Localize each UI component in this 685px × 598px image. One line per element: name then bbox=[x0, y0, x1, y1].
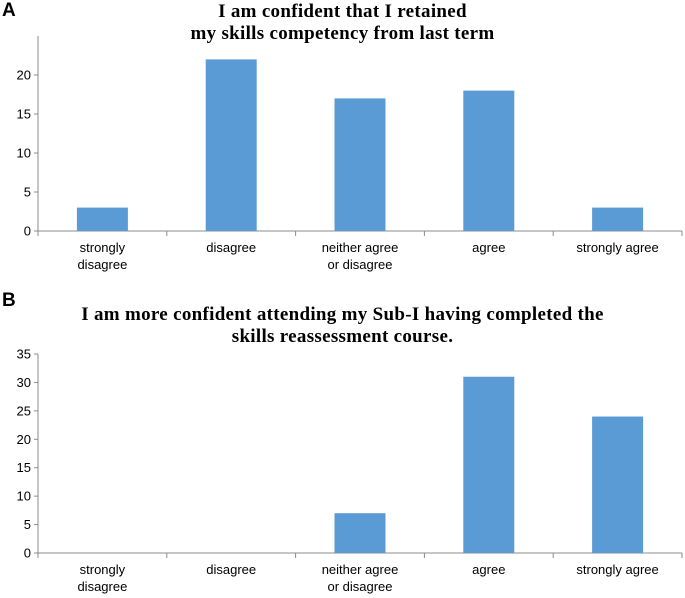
y-tick-label: 0 bbox=[24, 546, 31, 561]
bar-chart-b: 0 5 10 15 20 25 30 35 strongly disagree disagree ne… bbox=[17, 347, 683, 594]
y-tick-label: 5 bbox=[24, 185, 31, 200]
x-category-label: strongly bbox=[80, 240, 126, 255]
chart-panel-a: A I am confident that I retained my skil… bbox=[0, 0, 685, 290]
y-tick-label: 30 bbox=[17, 375, 31, 390]
bar bbox=[592, 416, 644, 553]
x-category-label: disagree bbox=[206, 240, 256, 255]
bar bbox=[76, 207, 128, 231]
bar bbox=[334, 98, 386, 232]
chart-title-a-line-1: I am confident that I retained bbox=[218, 1, 467, 22]
x-category-label: strongly agree bbox=[576, 562, 658, 577]
bar bbox=[463, 376, 515, 553]
panel-label-b: B bbox=[2, 290, 16, 311]
chart-panel-b: B I am more confident attending my Sub-I… bbox=[0, 290, 685, 598]
x-category-label: neither agree bbox=[322, 240, 399, 255]
chart-title-a: I am confident that I retained my skills… bbox=[0, 1, 685, 45]
x-category-label: disagree bbox=[206, 562, 256, 577]
chart-title-b-line-2: skills reassessment course. bbox=[231, 326, 454, 347]
y-tick-label: 10 bbox=[17, 146, 31, 161]
y-tick-label: 0 bbox=[24, 224, 31, 239]
chart-title-a-line-2: my skills competency from last term bbox=[190, 23, 495, 44]
y-tick-label: 5 bbox=[24, 517, 31, 532]
x-category-label: strongly agree bbox=[576, 240, 658, 255]
y-tick-label: 20 bbox=[17, 432, 31, 447]
bar-chart-a: 0 5 10 15 20 strongly disagree disagree neither … bbox=[17, 36, 683, 272]
bar bbox=[205, 59, 257, 232]
bar bbox=[592, 207, 644, 231]
y-tick-label: 10 bbox=[17, 489, 31, 504]
x-category-label: disagree bbox=[77, 579, 127, 594]
y-tick-label: 20 bbox=[17, 68, 31, 83]
chart-title-b-line-1: I am more confident attending my Sub-I h… bbox=[81, 304, 604, 325]
y-tick-label: 15 bbox=[17, 107, 31, 122]
y-tick-label: 35 bbox=[17, 347, 31, 362]
x-category-label: agree bbox=[472, 562, 505, 577]
y-tick-label: 15 bbox=[17, 460, 31, 475]
bar bbox=[334, 513, 386, 553]
panel-label-a: A bbox=[2, 0, 16, 21]
x-category-label: or disagree bbox=[327, 579, 392, 594]
x-category-label: agree bbox=[472, 240, 505, 255]
bar bbox=[463, 90, 515, 231]
x-category-label: strongly bbox=[80, 562, 126, 577]
y-tick-label: 25 bbox=[17, 403, 31, 418]
x-category-label: disagree bbox=[77, 257, 127, 272]
chart-title-b: I am more confident attending my Sub-I h… bbox=[0, 304, 685, 348]
x-category-label: neither agree bbox=[322, 562, 399, 577]
x-category-label: or disagree bbox=[327, 257, 392, 272]
